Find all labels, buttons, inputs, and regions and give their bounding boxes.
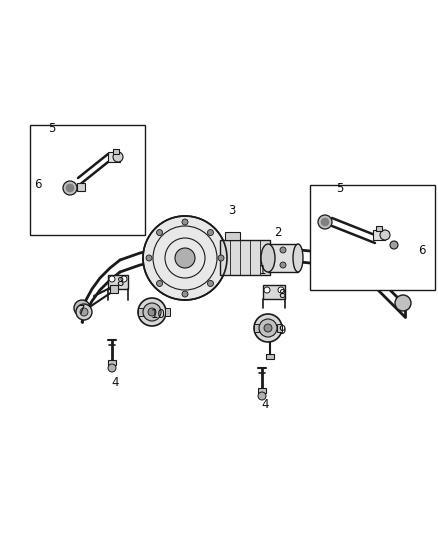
Bar <box>373 230 385 240</box>
Circle shape <box>380 230 390 240</box>
Circle shape <box>280 262 286 268</box>
Circle shape <box>321 218 329 226</box>
Circle shape <box>74 300 90 316</box>
Circle shape <box>208 280 213 286</box>
Circle shape <box>113 152 123 162</box>
Text: 8: 8 <box>117 276 124 288</box>
Circle shape <box>108 364 116 372</box>
Circle shape <box>66 184 74 192</box>
Circle shape <box>208 230 213 236</box>
Bar <box>376 226 382 231</box>
Text: 1: 1 <box>258 263 266 277</box>
Text: 10: 10 <box>151 309 166 321</box>
Circle shape <box>175 248 195 268</box>
Bar <box>113 149 119 154</box>
Circle shape <box>182 291 188 297</box>
Bar <box>266 354 274 359</box>
Ellipse shape <box>261 244 275 272</box>
Circle shape <box>254 314 282 342</box>
Text: 4: 4 <box>111 376 119 389</box>
Circle shape <box>280 247 286 253</box>
Bar <box>254 324 259 332</box>
Bar <box>138 308 143 316</box>
Circle shape <box>138 298 166 326</box>
Circle shape <box>264 287 270 293</box>
Text: 2: 2 <box>274 225 282 238</box>
Text: 5: 5 <box>48 122 56 134</box>
Bar <box>108 152 120 162</box>
Circle shape <box>63 181 77 195</box>
Bar <box>30 125 145 235</box>
Circle shape <box>390 241 398 249</box>
Circle shape <box>259 319 277 337</box>
Text: 4: 4 <box>261 399 269 411</box>
Text: 6: 6 <box>34 179 42 191</box>
Bar <box>108 360 116 365</box>
Circle shape <box>182 219 188 225</box>
Circle shape <box>121 276 127 282</box>
Circle shape <box>156 230 162 236</box>
Bar <box>220 240 270 275</box>
Text: 6: 6 <box>418 244 426 256</box>
Circle shape <box>278 287 284 293</box>
Circle shape <box>395 295 411 311</box>
Circle shape <box>264 324 272 332</box>
Circle shape <box>218 255 224 261</box>
Bar <box>268 244 298 272</box>
Bar <box>263 285 285 299</box>
Bar <box>110 285 118 293</box>
Circle shape <box>146 255 152 261</box>
Circle shape <box>148 308 156 316</box>
Bar <box>165 308 170 316</box>
Circle shape <box>156 280 162 286</box>
Bar <box>225 232 240 240</box>
Ellipse shape <box>293 244 303 272</box>
Bar <box>77 183 85 191</box>
Text: 7: 7 <box>78 303 86 317</box>
Text: 3: 3 <box>228 204 236 216</box>
Circle shape <box>109 276 115 282</box>
Bar <box>277 324 282 332</box>
Bar <box>258 388 266 393</box>
Circle shape <box>318 215 332 229</box>
Circle shape <box>76 304 92 320</box>
Circle shape <box>143 216 227 300</box>
Text: 8: 8 <box>278 288 286 302</box>
Bar <box>310 185 435 290</box>
Text: 5: 5 <box>336 182 344 195</box>
Circle shape <box>80 308 88 316</box>
Circle shape <box>258 392 266 400</box>
Bar <box>108 275 128 289</box>
Circle shape <box>143 303 161 321</box>
Text: 9: 9 <box>278 324 286 336</box>
